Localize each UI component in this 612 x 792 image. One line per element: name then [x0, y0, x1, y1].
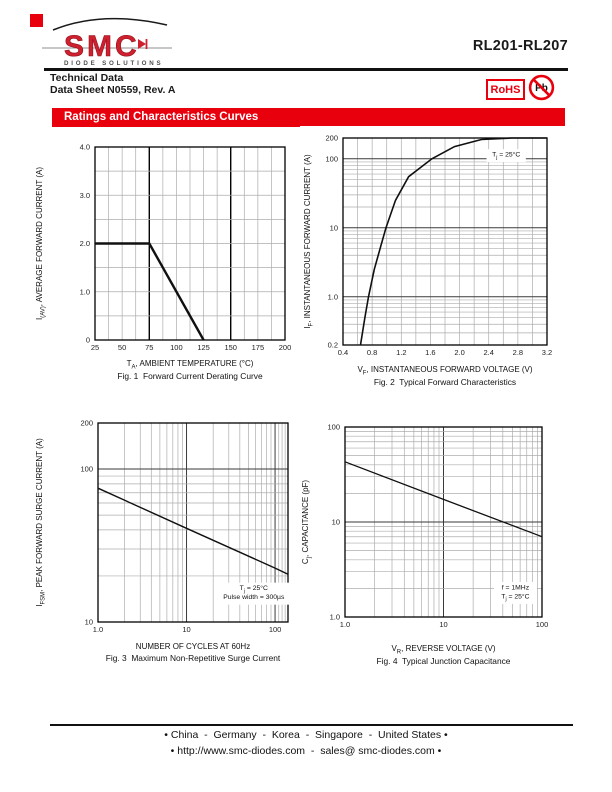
- svg-text:IFSM, PEAK FORWARD SURGE CURRE: IFSM, PEAK FORWARD SURGE CURRENT (A): [35, 438, 47, 607]
- svg-text:0.2: 0.2: [328, 341, 338, 350]
- header-rule: [44, 68, 568, 71]
- fig2-forward-characteristics-chart: 0.4 0.8 1.2 1.6 2.0 2.4 2.8 3.2 0.2 1.0 10 100 200 VF…: [300, 126, 582, 392]
- svg-text:175: 175: [252, 343, 265, 352]
- svg-text:Fig. 3 Maximum Non-Repetitive: Fig. 3 Maximum Non-Repetitive Surge Curr…: [106, 653, 281, 663]
- doc-type: Technical Data: [50, 72, 124, 84]
- corner-mark: [30, 14, 43, 27]
- svg-text:IF, INSTANTANEOUS FORWARD CURR: IF, INSTANTANEOUS FORWARD CURRENT (A): [303, 154, 315, 329]
- svg-text:50: 50: [118, 343, 126, 352]
- svg-text:125: 125: [197, 343, 210, 352]
- footer-rule: [50, 724, 573, 726]
- svg-text:Fig. 1 Forward Current Derati: Fig. 1 Forward Current Derating Curve: [117, 371, 263, 381]
- section-banner: Ratings and Characteristics Curves: [52, 108, 565, 127]
- svg-text:10: 10: [182, 625, 190, 634]
- svg-text:2.4: 2.4: [483, 348, 493, 357]
- doc-ref: Data Sheet N0559, Rev. A: [50, 84, 176, 96]
- part-number: RL201-RL207: [472, 38, 568, 54]
- pb-slash-icon: [532, 78, 551, 97]
- svg-text:NUMBER OF CYCLES AT 60Hz: NUMBER OF CYCLES AT 60Hz: [136, 642, 250, 651]
- diode-symbol-icon: [138, 39, 146, 49]
- svg-text:Fig. 4 Typical Junction Capac: Fig. 4 Typical Junction Capacitance: [377, 656, 511, 666]
- fig1-forward-current-derating-chart: 25 50 75 100 125 150 175 200 0 1.0 2.0 3.0 4.0 TA, AM…: [30, 133, 302, 385]
- brand-tagline: DIODE SOLUTIONS: [64, 60, 163, 67]
- svg-text:VR, REVERSE VOLTAGE (V): VR, REVERSE VOLTAGE (V): [391, 644, 495, 656]
- svg-text:0.8: 0.8: [367, 348, 377, 357]
- svg-text:Cj, CAPACITANCE (pF): Cj, CAPACITANCE (pF): [301, 480, 313, 565]
- svg-text:10: 10: [332, 518, 340, 527]
- svg-text:TA, AMBIENT TEMPERATURE (°C): TA, AMBIENT TEMPERATURE (°C): [127, 359, 254, 371]
- svg-text:100: 100: [536, 620, 549, 629]
- section-title: Ratings and Characteristics Curves: [64, 111, 259, 123]
- svg-text:25: 25: [91, 343, 99, 352]
- footer-contact: • http://www.smc-diodes.com - sales@ smc…: [170, 745, 442, 757]
- svg-text:100: 100: [80, 465, 93, 474]
- svg-text:2.0: 2.0: [454, 348, 464, 357]
- rohs-label: RoHS: [490, 83, 521, 96]
- footer-regions: • China - Germany - Korea - Singapore - …: [164, 729, 448, 741]
- svg-text:1.0: 1.0: [330, 613, 340, 622]
- svg-text:200: 200: [325, 134, 338, 143]
- svg-text:100: 100: [327, 423, 340, 432]
- svg-text:1.0: 1.0: [340, 620, 350, 629]
- svg-text:Tj = 25°C: Tj = 25°C: [501, 592, 529, 602]
- svg-text:1.0: 1.0: [93, 625, 103, 634]
- svg-text:100: 100: [325, 154, 338, 163]
- svg-text:2.8: 2.8: [513, 348, 523, 357]
- brand-text: SMC: [64, 30, 140, 63]
- svg-text:3.0: 3.0: [80, 191, 90, 200]
- svg-text:75: 75: [145, 343, 153, 352]
- svg-text:Pulse width = 300µs: Pulse width = 300µs: [223, 594, 285, 601]
- svg-text:100: 100: [269, 625, 282, 634]
- svg-text:10: 10: [330, 223, 338, 232]
- fig4-junction-capacitance-chart: 1.0 10 100 1.0 10 100 VR, REVERSE VOLTAGE (V) C…: [298, 408, 574, 672]
- pb-free-badge: Pb: [528, 74, 555, 101]
- svg-text:10: 10: [439, 620, 447, 629]
- svg-text:Tj = 25°C: Tj = 25°C: [240, 584, 268, 594]
- svg-text:4.0: 4.0: [80, 143, 90, 152]
- rohs-badge: RoHS: [486, 79, 525, 100]
- svg-text:1.2: 1.2: [396, 348, 406, 357]
- svg-text:1.6: 1.6: [425, 348, 435, 357]
- svg-text:100: 100: [170, 343, 183, 352]
- svg-text:200: 200: [80, 419, 93, 428]
- svg-text:Tj = 25°C: Tj = 25°C: [492, 151, 520, 161]
- svg-text:0: 0: [86, 336, 90, 345]
- svg-text:I(AV), AVERAGE FORWARD CURRENT: I(AV), AVERAGE FORWARD CURRENT (A): [35, 167, 47, 320]
- svg-text:10: 10: [85, 618, 93, 627]
- svg-text:f = 1MHz: f = 1MHz: [502, 584, 530, 591]
- svg-text:0.4: 0.4: [338, 348, 348, 357]
- svg-text:1.0: 1.0: [80, 287, 90, 296]
- svg-text:200: 200: [279, 343, 292, 352]
- svg-text:2.0: 2.0: [80, 239, 90, 248]
- logo-arc-icon: [52, 17, 168, 31]
- svg-text:VF, INSTANTANEOUS FORWARD VOLT: VF, INSTANTANEOUS FORWARD VOLTAGE (V): [357, 365, 532, 377]
- svg-text:150: 150: [224, 343, 237, 352]
- smc-logo: SMC DIODE SOLUTIONS: [42, 17, 172, 67]
- svg-text:3.2: 3.2: [542, 348, 552, 357]
- pb-circle-icon: [528, 74, 555, 101]
- svg-text:1.0: 1.0: [328, 292, 338, 301]
- svg-text:Fig. 2 Typical Forward Charac: Fig. 2 Typical Forward Characteristics: [374, 377, 516, 387]
